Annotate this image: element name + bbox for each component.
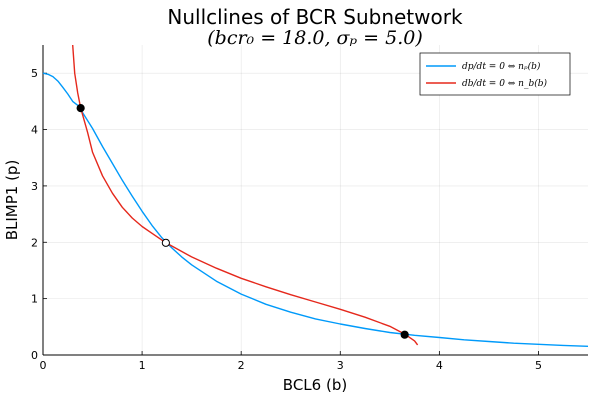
legend: dp/dt = 0 ⇔ nₚ(b) db/dt = 0 ⇔ n_b(b) — [419, 52, 571, 96]
y-tick-label: 1 — [31, 293, 38, 306]
x-tick-label: 2 — [238, 359, 245, 372]
x-tick-label: 0 — [40, 359, 47, 372]
chart-title: Nullclines of BCR Subnetwork — [167, 5, 463, 29]
np-nullcline-line — [42, 72, 589, 347]
y-tick-label: 5 — [31, 67, 38, 80]
y-tick-label: 2 — [31, 236, 38, 249]
x-tick-label: 4 — [436, 359, 443, 372]
unstable-equilibrium-point — [161, 238, 170, 247]
legend-box — [419, 52, 571, 96]
nb-nullcline-line — [72, 44, 419, 346]
stable-equilibrium-point — [76, 104, 85, 113]
y-tick-label: 3 — [31, 180, 38, 193]
legend-label-np: dp/dt = 0 ⇔ nₚ(b) — [462, 61, 541, 72]
x-axis-label: BCL6 (b) — [283, 376, 347, 394]
equilibrium-points — [76, 104, 409, 339]
ticks: 0 1 2 3 4 5 0 1 2 3 4 5 — [31, 67, 542, 372]
y-tick-label: 4 — [31, 124, 38, 137]
y-tick-label: 0 — [31, 349, 38, 362]
legend-label-nb: db/dt = 0 ⇔ n_b(b) — [462, 78, 548, 89]
y-axis-label: BLIMP1 (p) — [3, 160, 21, 241]
stable-equilibrium-point — [400, 330, 409, 339]
chart-subtitle: (bcr₀ = 18.0, σₚ = 5.0) — [207, 27, 423, 49]
x-tick-label: 5 — [535, 359, 542, 372]
x-tick-label: 3 — [337, 359, 344, 372]
x-tick-label: 1 — [139, 359, 146, 372]
